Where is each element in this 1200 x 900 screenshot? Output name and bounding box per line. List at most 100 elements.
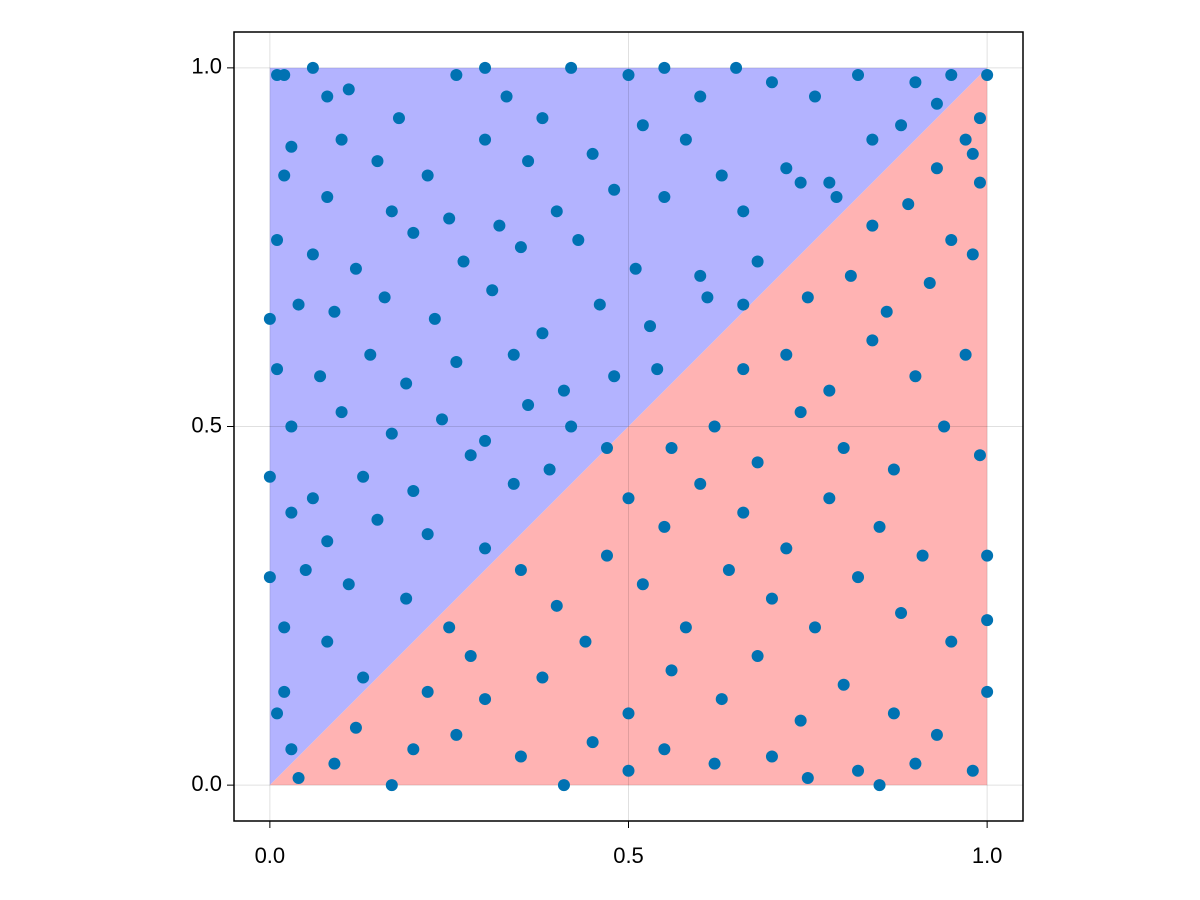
y-tick-label: 0.0 <box>191 771 222 796</box>
point <box>665 442 678 455</box>
point <box>479 434 492 447</box>
point <box>314 370 327 383</box>
point <box>443 212 456 225</box>
point <box>644 320 657 333</box>
point <box>436 413 449 426</box>
point <box>852 69 865 82</box>
point <box>930 162 943 175</box>
point <box>959 133 972 146</box>
x-tick-label: 1.0 <box>972 843 1003 868</box>
point <box>679 621 692 634</box>
point <box>909 370 922 383</box>
point <box>830 190 843 203</box>
point <box>364 348 377 361</box>
point <box>536 671 549 684</box>
point <box>780 348 793 361</box>
point <box>514 241 527 254</box>
point <box>959 348 972 361</box>
point <box>895 606 908 619</box>
point <box>586 736 599 749</box>
point <box>765 76 778 89</box>
y-tick-label: 0.5 <box>191 412 222 437</box>
point <box>722 563 735 576</box>
point <box>421 685 434 698</box>
point <box>873 779 886 792</box>
point <box>981 685 994 698</box>
point <box>579 635 592 648</box>
point <box>945 234 958 247</box>
point <box>651 363 664 376</box>
point <box>493 219 506 232</box>
point <box>837 442 850 455</box>
point <box>321 190 334 203</box>
point <box>608 183 621 196</box>
point <box>823 384 836 397</box>
point <box>349 262 362 275</box>
point <box>285 743 298 756</box>
point <box>708 757 721 770</box>
point <box>371 513 384 526</box>
point <box>385 779 398 792</box>
point <box>866 133 879 146</box>
point <box>751 650 764 663</box>
point <box>895 119 908 132</box>
point <box>780 162 793 175</box>
point <box>852 571 865 584</box>
point <box>823 492 836 505</box>
point <box>945 635 958 648</box>
point <box>278 169 291 182</box>
point <box>586 147 599 160</box>
point <box>557 779 570 792</box>
point <box>852 764 865 777</box>
point <box>565 420 578 433</box>
point <box>428 312 441 325</box>
point <box>923 277 936 290</box>
point <box>973 112 986 125</box>
point <box>966 248 979 261</box>
point <box>306 492 319 505</box>
point <box>543 463 556 476</box>
point <box>565 61 578 74</box>
point <box>371 155 384 168</box>
point <box>780 542 793 555</box>
point <box>450 355 463 368</box>
point <box>701 291 714 304</box>
point <box>902 198 915 211</box>
point <box>507 348 520 361</box>
point <box>278 69 291 82</box>
point <box>679 133 692 146</box>
point <box>400 377 413 390</box>
point <box>479 542 492 555</box>
point <box>794 176 807 189</box>
point <box>909 76 922 89</box>
point <box>973 176 986 189</box>
point <box>966 147 979 160</box>
point <box>407 485 420 498</box>
y-tick-label: 1.0 <box>191 54 222 79</box>
point <box>930 728 943 741</box>
point <box>938 420 951 433</box>
point <box>730 61 743 74</box>
point <box>306 61 319 74</box>
point <box>737 506 750 519</box>
point <box>909 757 922 770</box>
point <box>658 743 671 756</box>
point <box>479 693 492 706</box>
point <box>751 456 764 469</box>
point <box>887 707 900 720</box>
point <box>622 764 635 777</box>
point <box>392 112 405 125</box>
point <box>973 449 986 462</box>
point <box>335 133 348 146</box>
point <box>945 69 958 82</box>
axes-frame <box>233 31 1024 822</box>
point <box>866 334 879 347</box>
point <box>321 535 334 548</box>
point <box>808 621 821 634</box>
point <box>622 69 635 82</box>
point <box>801 291 814 304</box>
point <box>486 284 499 297</box>
point <box>450 69 463 82</box>
point <box>765 592 778 605</box>
